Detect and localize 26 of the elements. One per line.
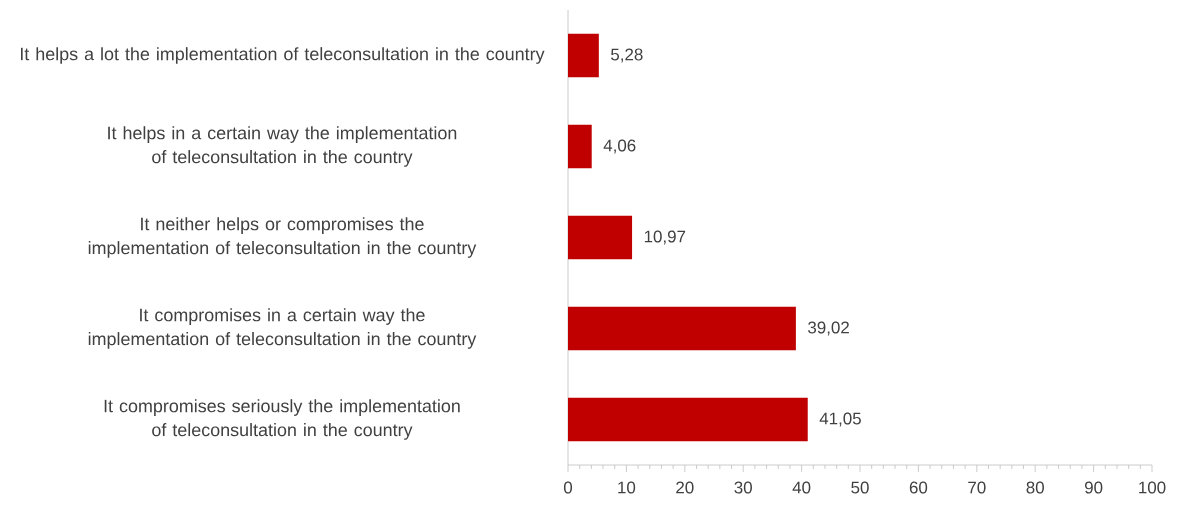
x-tick-label: 20: [676, 481, 694, 494]
data-label: 10,97: [644, 230, 686, 245]
x-tick-label: 100: [1139, 481, 1166, 494]
bar: [568, 215, 633, 260]
data-label: 39,02: [808, 321, 849, 336]
y-tick-label: It compromises seriously the implementation of teleconsultation in the country: [104, 399, 460, 440]
x-tick-label: 90: [1084, 481, 1103, 494]
x-tick-label: 70: [968, 481, 986, 494]
x-tick-label: 50: [851, 481, 869, 494]
y-tick-label: It helps a lot the implementation of teleconsultation in the country: [20, 47, 545, 64]
bar: [568, 124, 592, 169]
bar: [568, 397, 808, 442]
y-tick-label: It neither helps or compromises the implementation of teleconsultation in the country: [88, 217, 477, 258]
y-tick-label: It compromises in a certain way the implementation of teleconsultation in the country: [88, 308, 477, 349]
data-label: 5,28: [611, 48, 643, 63]
x-tick-label: 30: [734, 481, 752, 494]
x-tick-label: 40: [792, 481, 811, 494]
data-label: 41,05: [819, 412, 861, 427]
data-label: 4,06: [603, 139, 636, 154]
bar: [568, 33, 599, 78]
x-tick-label: 80: [1026, 481, 1044, 494]
x-tick-label: 10: [618, 481, 636, 494]
y-tick-label: It helps in a certain way the implementation of teleconsultation in the country: [108, 126, 457, 167]
bar: [568, 306, 796, 351]
x-tick-label: 60: [909, 481, 928, 494]
x-tick-label: 0: [563, 481, 573, 494]
